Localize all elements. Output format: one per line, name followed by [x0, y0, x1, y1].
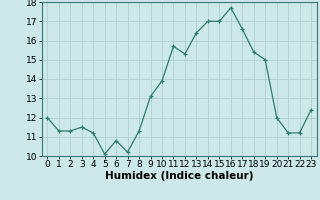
X-axis label: Humidex (Indice chaleur): Humidex (Indice chaleur)	[105, 171, 253, 181]
